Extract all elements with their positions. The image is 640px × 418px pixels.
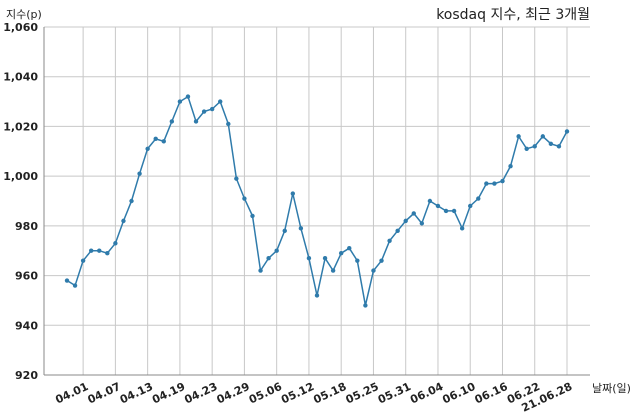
data-point <box>548 141 554 147</box>
data-point <box>395 228 400 234</box>
series-line <box>66 95 568 306</box>
data-point <box>532 144 537 149</box>
x-tick-label: 04.29 <box>215 380 252 406</box>
x-tick-label: 04.23 <box>182 380 219 406</box>
data-point <box>274 248 279 253</box>
data-point <box>169 119 175 124</box>
data-point <box>290 191 296 196</box>
y-axis-label: 지수(p) <box>6 8 42 21</box>
data-point <box>564 129 570 134</box>
data-point <box>508 164 513 169</box>
data-point <box>500 178 505 184</box>
data-point <box>371 268 376 273</box>
x-tick-label: 04.19 <box>150 380 187 406</box>
x-tick-label: 04.13 <box>118 380 155 406</box>
data-point <box>193 119 199 124</box>
data-point <box>137 171 142 176</box>
x-tick-label: 04.01 <box>53 380 90 406</box>
data-point <box>314 293 320 298</box>
data-point <box>435 203 441 209</box>
data-point <box>129 198 134 204</box>
data-point <box>234 176 239 181</box>
y-tick-label: 1,020 <box>3 120 38 133</box>
x-tick-label: 05.31 <box>376 380 413 406</box>
data-point <box>97 248 102 253</box>
data-point <box>209 106 215 112</box>
data-point <box>298 226 304 231</box>
y-tick-label: 1,060 <box>3 21 38 34</box>
data-point <box>411 211 416 216</box>
data-point <box>379 258 384 263</box>
data-point <box>72 283 78 288</box>
data-point <box>524 146 529 151</box>
data-point <box>64 278 70 283</box>
data-point <box>468 203 473 209</box>
data-point <box>177 99 183 104</box>
y-tick-label: 1,040 <box>3 71 38 84</box>
data-point <box>80 258 86 263</box>
data-point <box>451 208 457 214</box>
data-point <box>266 255 271 261</box>
data-point <box>347 246 352 251</box>
x-tick-label: 04.07 <box>86 380 123 406</box>
chart-title: kosdaq 지수, 최근 3개월 <box>436 7 590 23</box>
data-point <box>540 134 546 139</box>
data-point <box>145 146 150 151</box>
y-tick-label: 940 <box>15 319 38 332</box>
data-point <box>282 228 287 234</box>
data-point <box>330 268 336 273</box>
data-point <box>153 136 158 142</box>
data-point <box>556 144 562 149</box>
data-point <box>258 268 263 273</box>
data-point <box>403 218 408 224</box>
data-point <box>387 238 392 243</box>
data-point <box>113 241 118 246</box>
x-tick-label: 05.06 <box>247 380 284 407</box>
data-point <box>121 218 126 224</box>
data-point <box>185 94 191 99</box>
data-point <box>105 251 110 256</box>
data-point <box>492 181 497 186</box>
x-tick-label: 06.04 <box>408 380 445 407</box>
x-axis-label: 날짜(일) <box>592 382 631 395</box>
series-points <box>64 94 570 308</box>
x-tick-label: 06.10 <box>440 380 477 407</box>
grid-lines <box>43 26 590 376</box>
x-tick-label: 05.12 <box>279 380 316 406</box>
data-point <box>218 99 223 104</box>
data-point <box>476 196 481 201</box>
data-point <box>322 255 328 261</box>
data-point <box>226 121 231 127</box>
data-point <box>201 109 207 114</box>
y-axis-ticks: 920 940 960 980 1,000 1,020 1,040 1,060 <box>3 21 38 382</box>
x-tick-label: 05.25 <box>344 380 381 406</box>
y-tick-label: 980 <box>15 220 38 233</box>
data-point <box>419 221 425 226</box>
x-tick-label: 06.16 <box>473 380 510 407</box>
y-tick-label: 920 <box>15 369 38 382</box>
data-point <box>88 248 94 253</box>
x-tick-label: 05.18 <box>311 380 348 406</box>
y-tick-label: 1,000 <box>3 170 38 183</box>
data-point <box>355 258 360 263</box>
data-point <box>459 226 465 231</box>
data-point <box>363 303 368 308</box>
data-point <box>338 251 344 256</box>
data-point <box>443 208 449 214</box>
data-point <box>484 181 489 186</box>
data-point <box>516 134 521 139</box>
y-tick-label: 960 <box>15 270 38 283</box>
data-point <box>250 213 255 219</box>
data-point <box>242 196 247 201</box>
data-point <box>306 255 312 261</box>
x-axis-ticks: 04.0104.0704.1304.1904.2304.2905.0605.12… <box>53 380 574 415</box>
data-point <box>161 139 166 144</box>
data-point <box>427 198 433 204</box>
